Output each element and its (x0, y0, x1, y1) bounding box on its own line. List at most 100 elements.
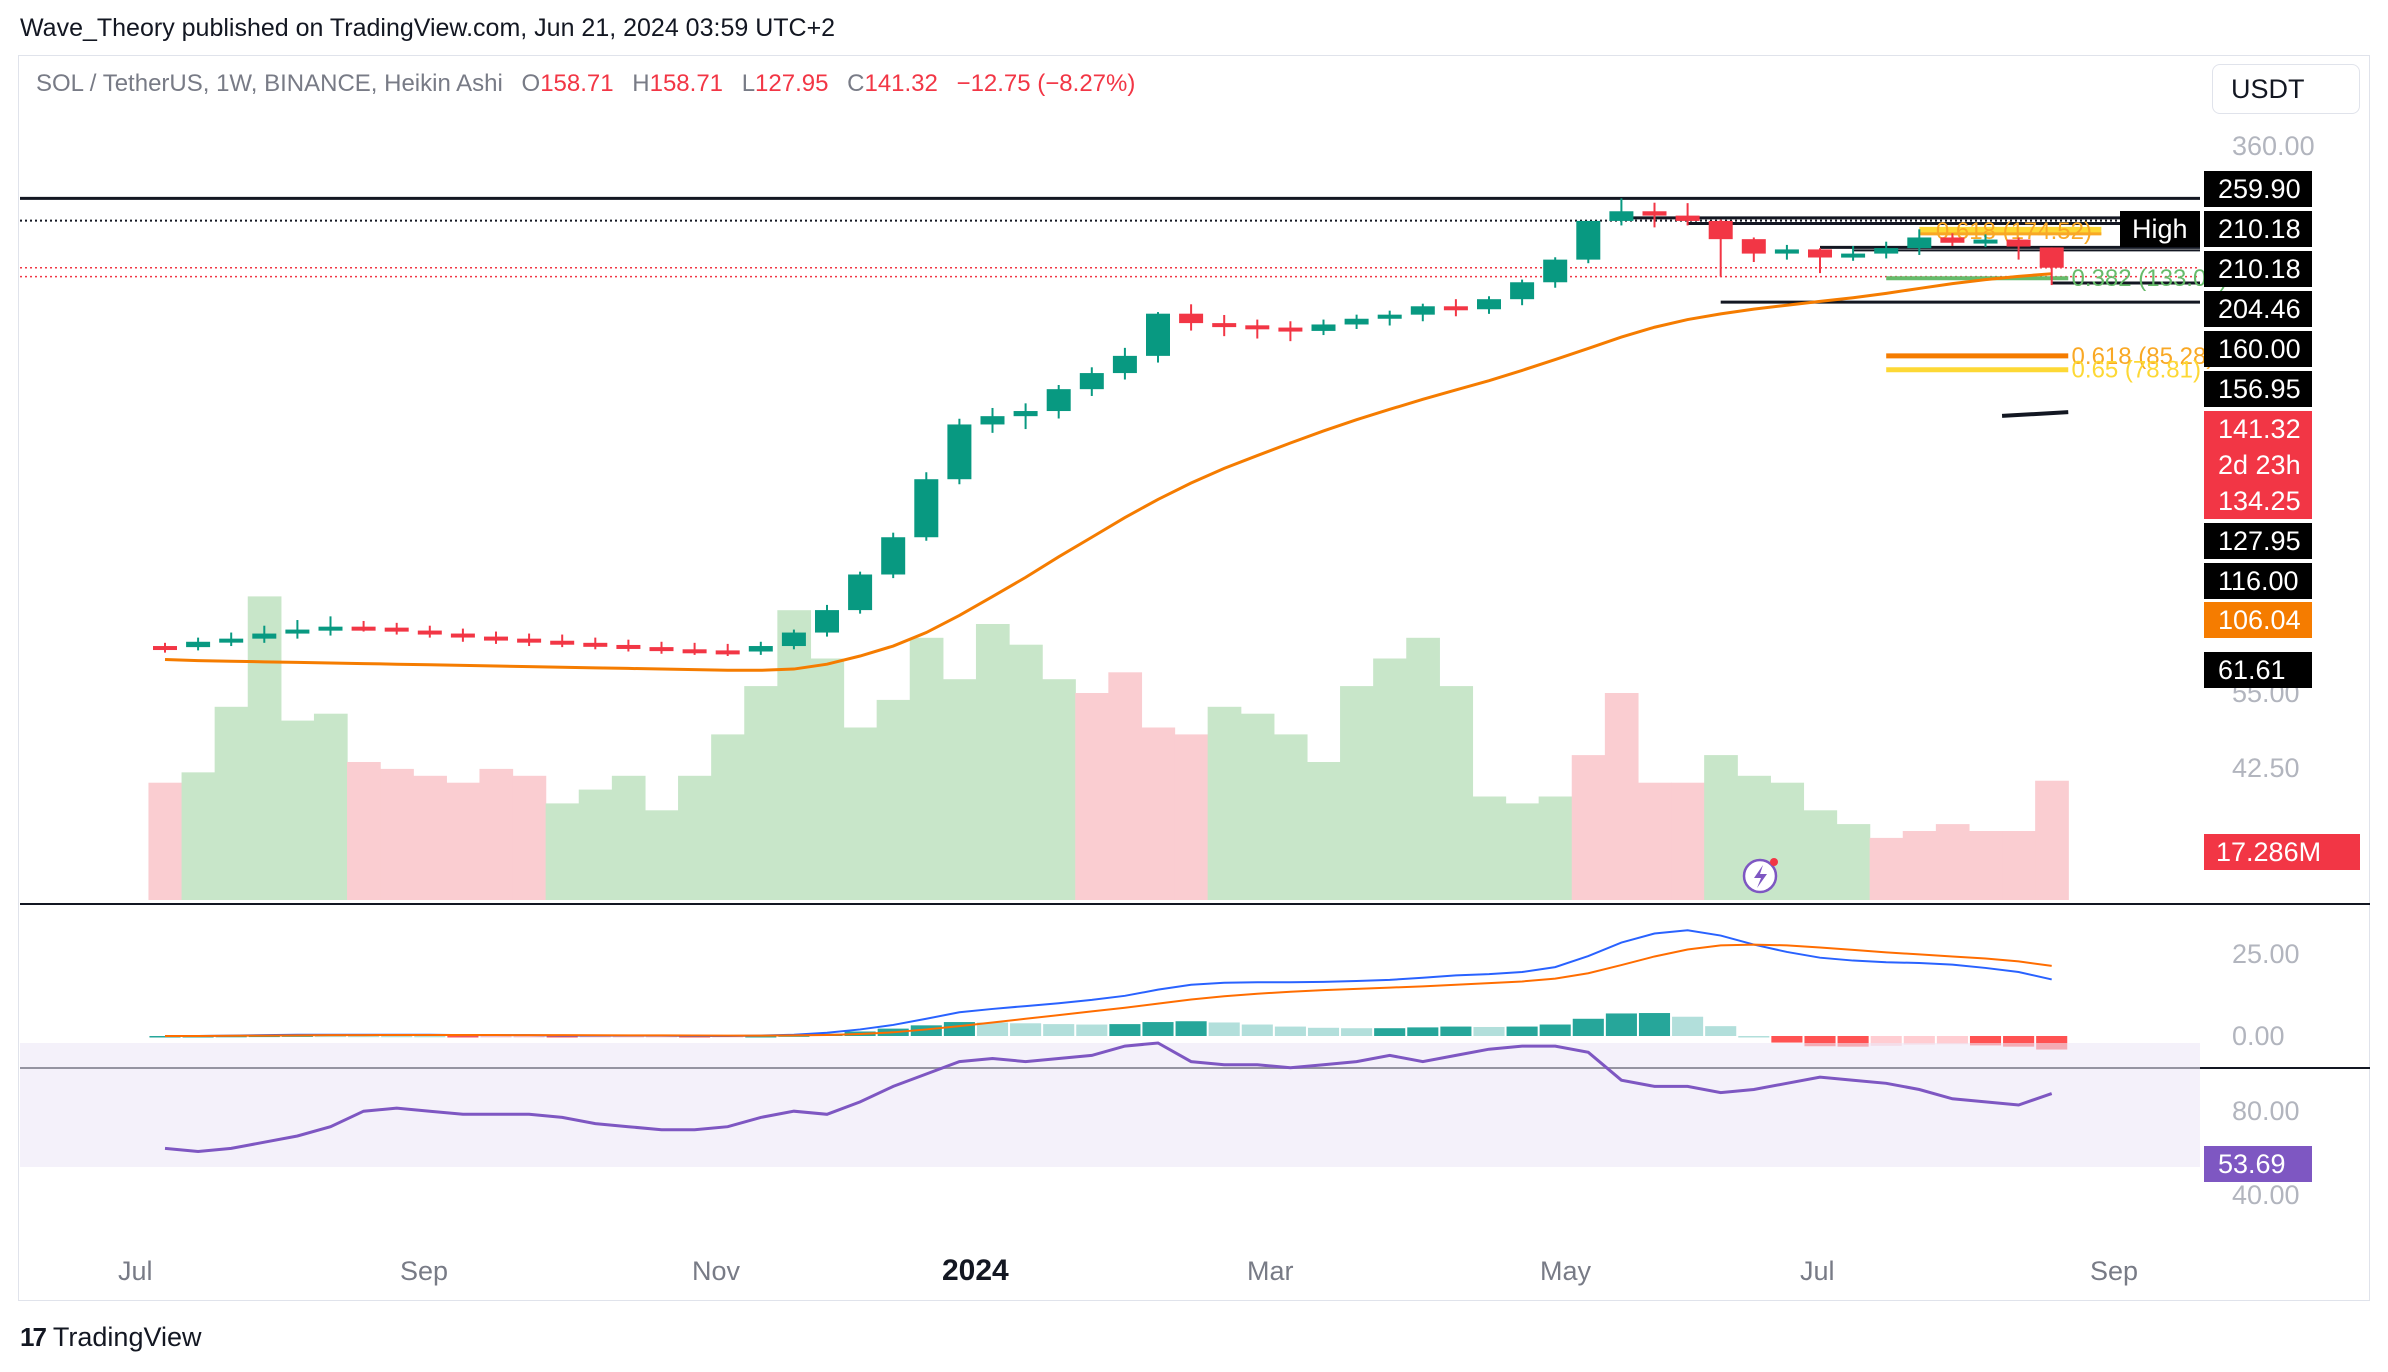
candle (1443, 299, 1468, 317)
macd-histogram-bar (513, 1036, 545, 1038)
close-value: 141.32 (864, 70, 938, 97)
signal-line (165, 943, 2052, 1037)
volume-bar (545, 803, 580, 900)
macd-histogram-bar (1374, 1028, 1406, 1036)
macd-histogram-bar (910, 1025, 942, 1036)
brand-name: TradingView (52, 1322, 202, 1352)
volume-bar (744, 686, 778, 900)
candle-body (748, 646, 773, 652)
volume-bar (1902, 831, 1937, 900)
price-badge-text: 210.18 (2218, 214, 2301, 244)
rsi-badge-text: 53.69 (2218, 1149, 2286, 1179)
volume-bar (247, 596, 282, 900)
candle (781, 629, 806, 650)
candle (1377, 310, 1402, 326)
tradingview-brand[interactable]: 17 TradingView (20, 1322, 202, 1353)
volume-bar (1273, 734, 1308, 900)
macd-histogram-bar (645, 1036, 678, 1038)
macd-histogram-bar (1605, 1013, 1637, 1036)
x-axis-label: Mar (1247, 1256, 1294, 1286)
price-badge (2204, 483, 2312, 519)
volume-bar (1141, 727, 1176, 900)
macd-histogram-bar (1341, 1028, 1373, 1036)
volume-bar (347, 762, 381, 900)
candle (1774, 244, 1799, 260)
candle-body (1212, 323, 1237, 328)
macd-histogram-bar (1705, 1026, 1737, 1036)
macd-histogram-bar (1241, 1024, 1273, 1036)
volume-bar (280, 720, 315, 900)
symbol-title[interactable]: SOL / TetherUS, 1W, BINANCE, Heikin Ashi (36, 70, 503, 97)
candle (1741, 237, 1766, 262)
price-badge-text: 134.25 (2218, 486, 2301, 516)
volume-bar (380, 768, 414, 900)
rsi-y-tick: 40.00 (2232, 1180, 2300, 1210)
price-badge (2204, 652, 2312, 688)
candle (450, 628, 475, 642)
high-tag-text: High (2132, 214, 2188, 244)
price-badge-text: 61.61 (2218, 655, 2286, 685)
price-badge (2204, 251, 2312, 287)
candle (550, 634, 575, 648)
candle (1708, 219, 1733, 277)
macd-histogram-bar (1903, 1036, 1935, 1045)
price-badge-text: 156.95 (2218, 374, 2301, 404)
price-badge (2204, 371, 2312, 407)
candle-body (848, 574, 873, 611)
volume-bar (214, 706, 249, 900)
candle (1940, 233, 1965, 247)
x-axis-label: Jul (118, 1256, 153, 1286)
x-axis-label: Jul (1800, 1256, 1835, 1286)
volume-bar (578, 789, 613, 900)
candle (1410, 303, 1435, 322)
fib-label: 0.382 (133.03) (2072, 265, 2228, 292)
countdown-badge (2204, 447, 2312, 483)
macd-histogram-bar (1969, 1036, 2002, 1046)
volume-bar (1472, 796, 1507, 900)
macd-histogram-bar (1407, 1027, 1439, 1036)
candle (285, 620, 310, 639)
candle (1477, 296, 1501, 314)
macd-histogram-bar (1440, 1026, 1472, 1036)
macd-histogram-bar (612, 1036, 644, 1038)
candle-body (1576, 220, 1601, 260)
macd-y-tick: 0.00 (2232, 1021, 2285, 1051)
candle (384, 622, 409, 635)
candle (1046, 384, 1071, 419)
candle-body (947, 424, 972, 480)
volume-bar (1604, 693, 1639, 900)
macd-histogram-bar (745, 1036, 777, 1038)
price-badge (2204, 602, 2312, 638)
macd-histogram-bar (1142, 1022, 1174, 1036)
tradingview-logo-icon: 17 (20, 1322, 47, 1352)
candle (649, 641, 674, 654)
volume-bar (942, 679, 977, 900)
volume-bar (975, 624, 1010, 900)
price-badge-text: 210.18 (2218, 254, 2301, 284)
currency-button[interactable]: USDT (2212, 64, 2360, 114)
volume-bar (1571, 755, 1606, 900)
macd-histogram-bar (2003, 1036, 2035, 1047)
candle-body (417, 630, 442, 635)
candle-body (186, 641, 211, 648)
candle (484, 631, 508, 644)
macd-histogram-bar (414, 1035, 446, 1038)
candle (1907, 229, 1932, 255)
candle (881, 532, 906, 579)
macd-histogram-bar (1043, 1024, 1075, 1036)
volume-bar (1075, 693, 1109, 900)
macd-histogram-bar (1672, 1016, 1704, 1036)
candle (318, 616, 343, 636)
macd-histogram-bar (1109, 1024, 1141, 1036)
candle-body (1079, 373, 1104, 390)
candle-body (219, 638, 244, 643)
candle (1278, 321, 1303, 342)
candle-body (980, 416, 1005, 425)
volume-bar (711, 734, 745, 900)
candle (947, 418, 972, 485)
macd-histogram-bar (1506, 1026, 1538, 1036)
volume-bar (644, 810, 679, 900)
volume-badge (2204, 834, 2360, 870)
x-axis-label: May (1540, 1256, 1592, 1286)
